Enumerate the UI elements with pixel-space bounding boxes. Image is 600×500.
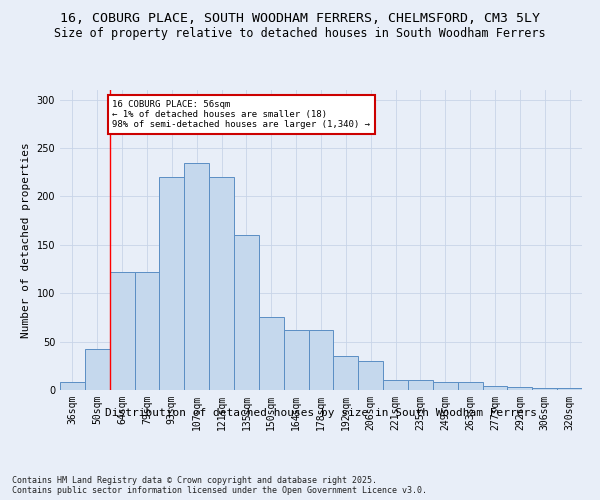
Bar [134,272,160,390]
Text: 16, COBURG PLACE, SOUTH WOODHAM FERRERS, CHELMSFORD, CM3 5LY: 16, COBURG PLACE, SOUTH WOODHAM FERRERS,… [60,12,540,26]
Bar [557,388,582,390]
Text: Size of property relative to detached houses in South Woodham Ferrers: Size of property relative to detached ho… [54,28,546,40]
Bar [334,356,358,390]
Bar [358,361,383,390]
Bar [508,387,532,390]
Bar [532,388,557,390]
Bar [160,177,184,390]
Bar [458,382,482,390]
Bar [482,386,508,390]
Bar [259,318,284,390]
Y-axis label: Number of detached properties: Number of detached properties [21,142,31,338]
Text: Distribution of detached houses by size in South Woodham Ferrers: Distribution of detached houses by size … [105,408,537,418]
Bar [110,272,134,390]
Bar [383,380,408,390]
Bar [85,350,110,390]
Bar [308,330,334,390]
Bar [408,380,433,390]
Bar [184,162,209,390]
Text: Contains HM Land Registry data © Crown copyright and database right 2025.
Contai: Contains HM Land Registry data © Crown c… [12,476,427,495]
Text: 16 COBURG PLACE: 56sqm
← 1% of detached houses are smaller (18)
98% of semi-deta: 16 COBURG PLACE: 56sqm ← 1% of detached … [112,100,370,130]
Bar [284,330,308,390]
Bar [433,382,458,390]
Bar [209,177,234,390]
Bar [234,235,259,390]
Bar [60,382,85,390]
